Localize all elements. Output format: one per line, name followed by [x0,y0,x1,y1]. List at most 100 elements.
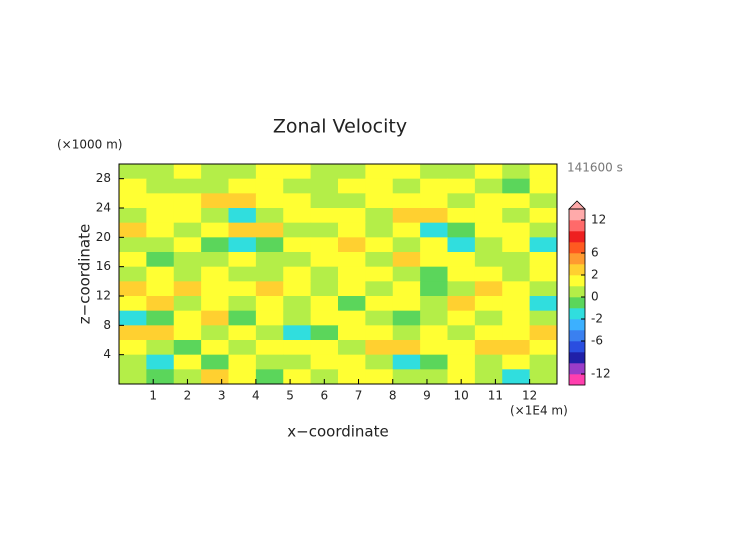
field-cell [255,208,284,224]
y-unit-label: (×1000 m) [57,138,122,152]
field-cell [338,281,366,297]
field-cell [365,340,394,356]
field-cell [146,237,175,253]
field-cell [447,325,476,341]
field-cell [420,325,448,341]
field-cell [146,164,175,180]
field-cell [255,178,284,194]
field-cell [420,369,448,385]
field-cell [529,266,558,282]
field-cell [228,252,257,268]
field-cell [474,310,503,326]
x-tick-label: 11 [488,389,503,403]
field-cell [338,164,366,180]
field-cell [201,310,229,326]
field-cell [201,208,229,224]
field-cell [255,252,284,268]
field-cell [392,266,421,282]
colorbar-band [569,209,585,221]
field-cell [338,296,366,312]
field-cell [447,354,476,370]
field-cell [338,178,366,194]
field-cell [420,164,448,180]
field-cell [392,296,421,312]
field-cell [447,164,476,180]
field-cell [173,208,202,224]
field-cell [529,237,558,253]
field-cell [119,310,147,326]
field-cell [365,325,394,341]
x-tick-label: 1 [149,389,157,403]
field-cell [310,340,339,356]
field-cell [447,237,476,253]
field-cell [474,266,503,282]
field-cell [392,354,421,370]
field-cell [119,325,147,341]
field-cell [119,208,147,224]
field-cell [365,237,394,253]
field-cell [447,222,476,238]
x-tick-label: 10 [454,389,469,403]
field-cell [310,266,339,282]
field-cell [338,340,366,356]
field-cell [255,164,284,180]
field-cell [228,164,257,180]
field-cell [119,281,147,297]
field-cell [420,296,448,312]
colorbar-tick-label: -12 [591,367,611,381]
field-cell [474,193,503,209]
field-cell [502,237,531,253]
field-cell [283,193,312,209]
field-cell [119,296,147,312]
field-cell [228,310,257,326]
colorbar-band [569,374,585,386]
field-cell [119,252,147,268]
field-cell [365,164,394,180]
field-cell [146,193,175,209]
x-tick-label: 7 [355,389,363,403]
field-cell [119,266,147,282]
field-cell [228,340,257,356]
field-cell [392,237,421,253]
field-cell [392,164,421,180]
field-cell [502,310,531,326]
field-cell [283,310,312,326]
field-cell [502,354,531,370]
field-cell [146,340,175,356]
x-axis-label: x−coordinate [287,423,388,441]
field-cell [529,296,558,312]
field-cell [228,325,257,341]
colorbar-band [569,330,585,342]
field-cell [310,354,339,370]
x-tick-label: 9 [423,389,431,403]
field-cell [146,266,175,282]
field-cell [283,340,312,356]
field-cell [146,310,175,326]
field-cell [146,325,175,341]
field-cell [119,354,147,370]
field-cell [474,281,503,297]
field-cell [201,369,229,385]
field-cell [283,281,312,297]
field-cell [420,252,448,268]
y-axis-label: z−coordinate [76,224,94,324]
colorbar-band [569,319,585,331]
field-cell [255,354,284,370]
x-tick-label: 5 [286,389,294,403]
field-cell [173,340,202,356]
field-cell [420,340,448,356]
colorbar-band [569,297,585,309]
colorbar-tick-label: 12 [591,213,606,227]
field-cell [474,252,503,268]
field-cell [420,354,448,370]
x-tick-label: 12 [522,389,537,403]
field-cell [310,237,339,253]
field-cell [146,208,175,224]
field-cell [310,193,339,209]
field-cell [228,237,257,253]
field-cell [502,222,531,238]
field-cell [173,164,202,180]
field [119,164,558,385]
field-cell [474,222,503,238]
field-cell [283,178,312,194]
